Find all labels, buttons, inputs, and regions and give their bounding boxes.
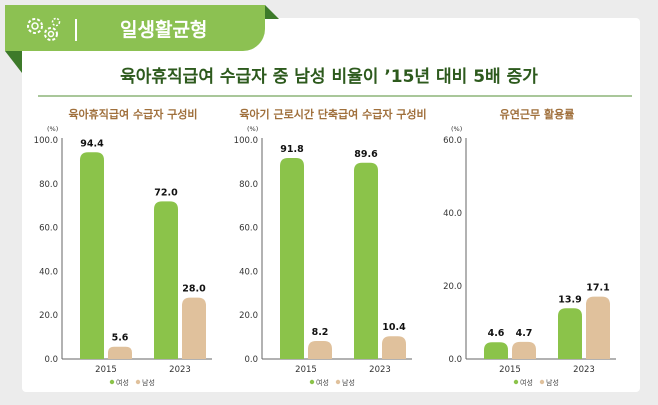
y-tick-label: 20.0 bbox=[443, 282, 462, 292]
data-label: 94.4 bbox=[80, 138, 104, 149]
bar-women bbox=[154, 201, 178, 359]
legend-label: 여성 bbox=[116, 378, 129, 387]
bar-women bbox=[484, 342, 508, 359]
bar-men bbox=[382, 336, 406, 359]
data-label: 5.6 bbox=[112, 333, 129, 344]
data-label: 8.2 bbox=[312, 327, 329, 338]
gears-icon bbox=[27, 17, 61, 41]
y-tick-label: 20.0 bbox=[39, 311, 58, 321]
y-tick-label: 0.0 bbox=[448, 355, 462, 365]
unit-label: (%) bbox=[247, 125, 258, 133]
data-label: 13.9 bbox=[558, 294, 581, 305]
y-tick-label: 60.0 bbox=[239, 224, 258, 234]
section-tab: 일생활균형 bbox=[5, 5, 265, 51]
data-label: 4.6 bbox=[488, 328, 505, 339]
section-title: 일생활균형 bbox=[120, 19, 208, 41]
legend-marker bbox=[335, 379, 341, 385]
data-label: 89.6 bbox=[354, 149, 378, 160]
y-tick-label: 0.0 bbox=[44, 355, 58, 365]
legend-label: 여성 bbox=[316, 378, 329, 387]
tab-fold bbox=[5, 51, 22, 73]
legend-marker bbox=[309, 379, 315, 385]
bar-men bbox=[182, 297, 206, 359]
panel-title: 유연근무 활용률 bbox=[500, 107, 575, 121]
bar-women bbox=[80, 152, 104, 359]
data-label: 10.4 bbox=[382, 322, 406, 333]
bar-women bbox=[354, 162, 378, 359]
x-tick-label: 2023 bbox=[169, 365, 191, 375]
y-tick-label: 100.0 bbox=[34, 136, 58, 146]
panel-title: 육아휴직급여 수급자 구성비 bbox=[68, 107, 197, 121]
y-tick-label: 60.0 bbox=[443, 136, 462, 146]
x-tick-label: 2023 bbox=[573, 365, 595, 375]
legend-marker bbox=[539, 379, 545, 385]
bar-men bbox=[308, 341, 332, 359]
y-tick-label: 40.0 bbox=[239, 267, 258, 277]
divider bbox=[75, 19, 77, 41]
x-tick-label: 2015 bbox=[295, 365, 317, 375]
legend-marker bbox=[109, 379, 115, 385]
divider bbox=[38, 95, 632, 97]
data-label: 28.0 bbox=[182, 284, 206, 295]
tab-fold bbox=[265, 5, 279, 19]
unit-label: (%) bbox=[451, 125, 462, 133]
y-tick-label: 60.0 bbox=[39, 224, 58, 234]
y-tick-label: 80.0 bbox=[239, 180, 258, 190]
y-tick-label: 100.0 bbox=[234, 136, 258, 146]
data-label: 91.8 bbox=[280, 144, 304, 155]
panel-title: 육아기 근로시간 단축급여 수급자 구성비 bbox=[239, 107, 426, 121]
y-tick-label: 20.0 bbox=[239, 311, 258, 321]
y-tick-label: 40.0 bbox=[443, 209, 462, 219]
unit-label: (%) bbox=[47, 125, 58, 133]
x-tick-label: 2015 bbox=[499, 365, 521, 375]
legend-marker bbox=[135, 379, 141, 385]
y-tick-label: 80.0 bbox=[39, 180, 58, 190]
bar-men bbox=[108, 346, 132, 359]
bar-women bbox=[280, 157, 304, 359]
y-tick-label: 40.0 bbox=[39, 267, 58, 277]
legend-label: 여성 bbox=[520, 378, 533, 387]
legend-label: 남성 bbox=[342, 378, 355, 387]
content-card bbox=[22, 18, 640, 392]
data-label: 72.0 bbox=[154, 187, 178, 198]
page-title: 육아휴직급여 수급자 중 남성 비율이 ’15년 대비 5배 증가 bbox=[120, 67, 538, 87]
x-tick-label: 2023 bbox=[369, 365, 391, 375]
y-tick-label: 0.0 bbox=[244, 355, 258, 365]
legend-marker bbox=[513, 379, 519, 385]
legend-label: 남성 bbox=[142, 378, 155, 387]
data-label: 4.7 bbox=[516, 328, 533, 339]
legend-label: 남성 bbox=[546, 378, 559, 387]
data-label: 17.1 bbox=[586, 283, 609, 294]
bar-women bbox=[558, 308, 582, 359]
x-tick-label: 2015 bbox=[95, 365, 117, 375]
bar-men bbox=[512, 341, 536, 359]
bar-men bbox=[586, 296, 610, 359]
